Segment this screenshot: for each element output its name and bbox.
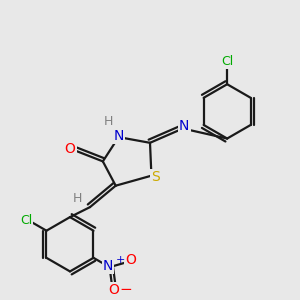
Text: −: −: [119, 283, 132, 298]
Text: +: +: [116, 255, 125, 265]
Text: O: O: [126, 253, 136, 267]
Text: N: N: [113, 129, 124, 143]
Text: Cl: Cl: [221, 55, 233, 68]
Text: Cl: Cl: [20, 214, 32, 227]
Text: O: O: [108, 283, 119, 297]
Text: H: H: [104, 115, 113, 128]
Text: N: N: [179, 119, 190, 133]
Text: N: N: [103, 259, 113, 273]
Text: H: H: [72, 192, 82, 205]
Text: S: S: [151, 170, 160, 184]
Text: O: O: [64, 142, 75, 155]
